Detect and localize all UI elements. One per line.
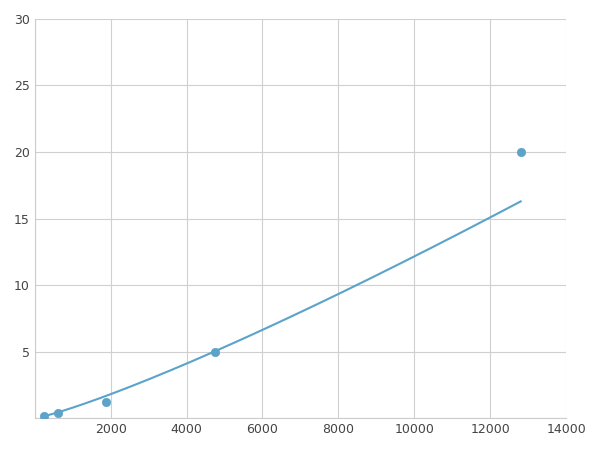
Point: [53, 410, 63, 417]
Point: [210, 348, 220, 356]
Point: [101, 399, 110, 406]
Point: [40, 412, 49, 419]
Point: [516, 148, 526, 156]
